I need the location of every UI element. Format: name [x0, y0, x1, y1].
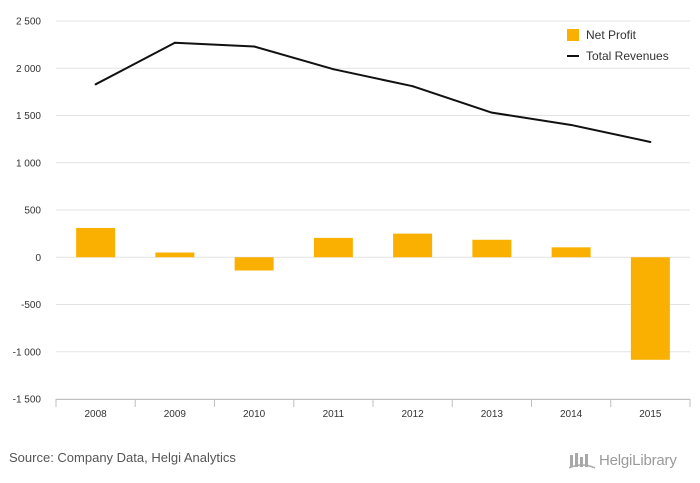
net-profit-bars [76, 227, 670, 360]
total-revenues-point[interactable] [490, 111, 493, 114]
y-tick-label: -1 500 [13, 395, 42, 406]
brand-text: HelgiLibrary [599, 451, 677, 469]
legend-label: Total Revenues [586, 49, 669, 63]
total-revenues-point[interactable] [332, 68, 335, 71]
x-tick-label: 2008 [85, 409, 108, 420]
y-tick-label: 0 [35, 253, 41, 264]
total-revenues-line[interactable] [95, 41, 651, 143]
x-axis: 2008 2009 2010 2011 2012 2013 2014 2015 [55, 399, 691, 420]
legend-swatch-net-profit [567, 29, 579, 41]
total-revenues-point[interactable] [173, 41, 176, 44]
y-tick-label: 1 000 [16, 158, 41, 169]
net-profit-bar[interactable] [393, 233, 433, 258]
helgi-library-logo[interactable]: HelgiLibrary [569, 449, 677, 471]
total-revenues-point[interactable] [94, 83, 97, 86]
legend-label: Net Profit [586, 28, 637, 42]
x-tick-label: 2009 [164, 409, 187, 420]
net-profit-bar[interactable] [76, 227, 116, 258]
y-tick-label: 500 [24, 206, 41, 217]
x-tick-label: 2010 [243, 409, 266, 420]
net-profit-bar[interactable] [313, 237, 353, 258]
chart: -1 500 -1 000 -500 0 500 1 000 1 500 2 000 2 500… [13, 17, 691, 420]
total-revenues-point[interactable] [253, 45, 256, 48]
net-profit-bar[interactable] [630, 257, 670, 360]
y-tick-label: 2 000 [16, 64, 41, 75]
y-axis: -1 500 -1 000 -500 0 500 1 000 1 500 2 000 2 500 [13, 17, 42, 406]
x-tick-label: 2015 [639, 409, 662, 420]
y-tick-label: 1 500 [16, 111, 41, 122]
library-icon [569, 453, 595, 469]
total-revenues-point[interactable] [649, 140, 652, 143]
y-tick-label: -500 [21, 300, 41, 311]
net-profit-bar[interactable] [472, 239, 512, 258]
source-note: Source: Company Data, Helgi Analytics [9, 450, 236, 465]
y-tick-label: 2 500 [16, 17, 41, 28]
legend[interactable]: Net Profit Total Revenues [567, 28, 669, 63]
y-tick-label: -1 000 [13, 347, 42, 358]
net-profit-bar[interactable] [234, 257, 274, 271]
x-tick-label: 2013 [481, 409, 504, 420]
x-tick-label: 2011 [323, 409, 345, 420]
x-tick-label: 2012 [402, 409, 425, 420]
x-tick-label: 2014 [560, 409, 583, 420]
net-profit-bar[interactable] [155, 252, 195, 258]
net-profit-bar[interactable] [551, 247, 591, 258]
total-revenues-point[interactable] [570, 123, 573, 126]
total-revenues-line-group [94, 41, 652, 143]
total-revenues-point[interactable] [411, 85, 414, 88]
